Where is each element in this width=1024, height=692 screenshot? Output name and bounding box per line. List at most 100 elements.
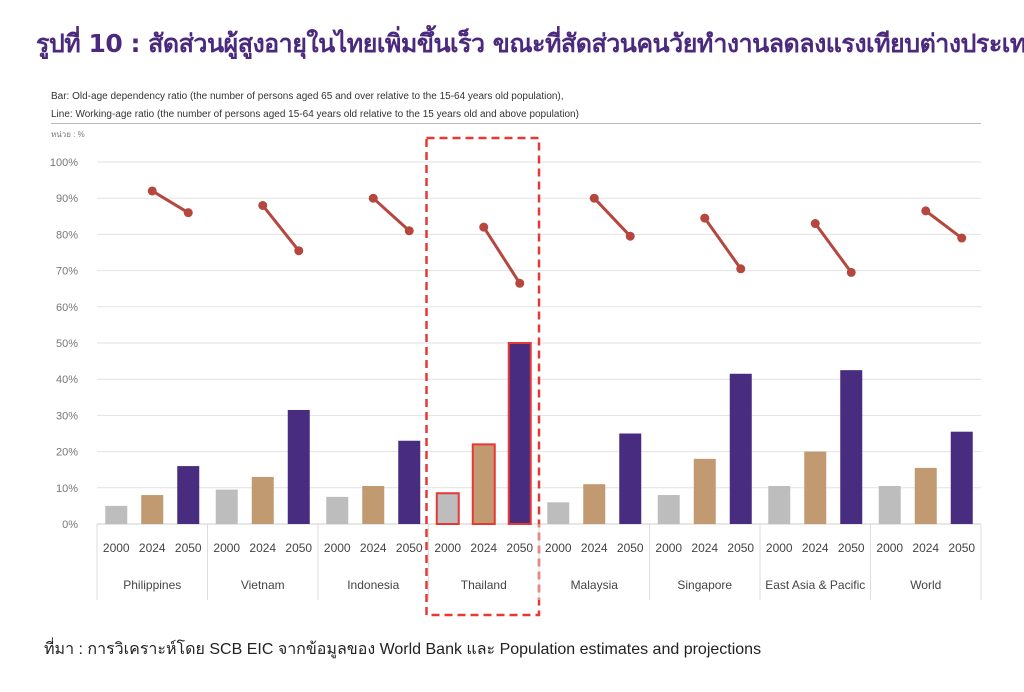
x-category-label: Thailand bbox=[461, 578, 507, 592]
y-tick-label: 30% bbox=[56, 410, 78, 422]
x-category-label: Philippines bbox=[123, 578, 181, 592]
x-category-label: Indonesia bbox=[347, 578, 399, 592]
x-year-label: 2050 bbox=[948, 541, 975, 555]
line-segment bbox=[814, 222, 853, 274]
bar-2000 bbox=[435, 492, 460, 526]
y-tick-label: 60% bbox=[56, 302, 78, 314]
x-category-label: Singapore bbox=[677, 578, 732, 592]
x-year-label: 2000 bbox=[766, 541, 793, 555]
source-note: ที่มา : การวิเคราะห์โดย SCB EIC จากข้อมู… bbox=[44, 641, 762, 658]
y-tick-label: 80% bbox=[56, 229, 78, 241]
x-year-label: 2024 bbox=[249, 541, 276, 555]
bar-2024 bbox=[804, 451, 827, 524]
y-tick-label: 0% bbox=[62, 519, 78, 531]
x-year-label: 2050 bbox=[285, 541, 312, 555]
line-point bbox=[147, 186, 157, 196]
x-year-label: 2050 bbox=[175, 541, 202, 555]
bar-2000 bbox=[105, 505, 128, 524]
x-year-label: 2000 bbox=[876, 541, 903, 555]
line-segment bbox=[482, 226, 522, 285]
bar-2050 bbox=[950, 431, 973, 524]
bar-2024 bbox=[693, 458, 716, 524]
line-segment bbox=[372, 197, 411, 232]
bar-2000 bbox=[657, 495, 680, 524]
legend-line: Line: Working-age ratio (the number of p… bbox=[51, 109, 579, 120]
x-category-label: East Asia & Pacific bbox=[765, 578, 865, 592]
line-point bbox=[957, 233, 967, 243]
line-point bbox=[700, 213, 710, 223]
x-category-label: Vietnam bbox=[241, 578, 285, 592]
legend-bar: Bar: Old-age dependency ratio (the numbe… bbox=[51, 91, 564, 102]
y-tick-label: 50% bbox=[56, 338, 78, 350]
x-year-label: 2050 bbox=[506, 541, 533, 555]
line-segment bbox=[703, 217, 742, 270]
line-point bbox=[479, 222, 489, 232]
line-point bbox=[368, 193, 378, 203]
bar-2024 bbox=[583, 484, 606, 524]
x-year-label: 2000 bbox=[103, 541, 130, 555]
bar-2024 bbox=[914, 467, 937, 524]
x-year-label: 2050 bbox=[396, 541, 423, 555]
x-year-label: 2000 bbox=[655, 541, 682, 555]
y-tick-label: 20% bbox=[56, 447, 78, 459]
bar-2050 bbox=[507, 342, 532, 525]
bar-2024 bbox=[141, 495, 164, 524]
y-tick-label: 70% bbox=[56, 266, 78, 278]
bar-2024 bbox=[471, 443, 496, 525]
x-category-label: World bbox=[910, 578, 941, 592]
x-year-label: 2000 bbox=[213, 541, 240, 555]
bar-2050 bbox=[619, 433, 642, 524]
line-segment bbox=[593, 197, 632, 238]
highlight-box bbox=[425, 136, 541, 617]
line-point bbox=[515, 278, 525, 288]
x-year-label: 2050 bbox=[727, 541, 754, 555]
x-category-label: Malaysia bbox=[571, 578, 619, 592]
line-point bbox=[294, 246, 304, 256]
bar-2050 bbox=[287, 409, 310, 524]
line-point bbox=[589, 193, 599, 203]
y-tick-label: 10% bbox=[56, 483, 78, 495]
bar-2000 bbox=[768, 485, 791, 524]
x-year-label: 2000 bbox=[324, 541, 351, 555]
x-year-label: 2024 bbox=[360, 541, 387, 555]
bar-2050 bbox=[840, 370, 863, 524]
y-tick-label: 100% bbox=[50, 157, 78, 169]
line-point bbox=[404, 226, 414, 236]
bar-2050 bbox=[398, 440, 421, 524]
bar-2050 bbox=[729, 373, 752, 524]
line-point bbox=[183, 208, 193, 218]
bar-2000 bbox=[878, 485, 901, 524]
x-year-label: 2024 bbox=[912, 541, 939, 555]
bar-2050 bbox=[177, 466, 200, 524]
x-year-label: 2024 bbox=[581, 541, 608, 555]
bar-2024 bbox=[251, 476, 274, 524]
y-tick-label: 90% bbox=[56, 193, 78, 205]
line-point bbox=[921, 206, 931, 216]
x-year-label: 2050 bbox=[617, 541, 644, 555]
line-point bbox=[736, 264, 746, 274]
line-segment bbox=[151, 189, 190, 214]
line-segment bbox=[261, 204, 300, 252]
line-point bbox=[810, 219, 820, 229]
bar-2000 bbox=[326, 496, 349, 524]
line-point bbox=[625, 231, 635, 241]
x-year-label: 2050 bbox=[838, 541, 865, 555]
bar-2024 bbox=[362, 485, 385, 524]
x-year-label: 2024 bbox=[139, 541, 166, 555]
x-year-label: 2000 bbox=[545, 541, 572, 555]
y-tick-label: 40% bbox=[56, 374, 78, 386]
x-year-label: 2024 bbox=[470, 541, 497, 555]
bar-2000 bbox=[215, 489, 238, 524]
x-year-label: 2024 bbox=[691, 541, 718, 555]
divider bbox=[51, 123, 981, 124]
line-point bbox=[846, 267, 856, 277]
line-point bbox=[258, 200, 268, 210]
line-segment bbox=[924, 209, 963, 240]
bar-2000 bbox=[547, 502, 570, 524]
x-year-label: 2000 bbox=[434, 541, 461, 555]
x-year-label: 2024 bbox=[802, 541, 829, 555]
figure-title: รูปที่ 10 : สัดส่วนผู้สูงอายุในไทยเพิ่มข… bbox=[36, 29, 1024, 58]
unit-label: หน่วย : % bbox=[51, 130, 85, 139]
